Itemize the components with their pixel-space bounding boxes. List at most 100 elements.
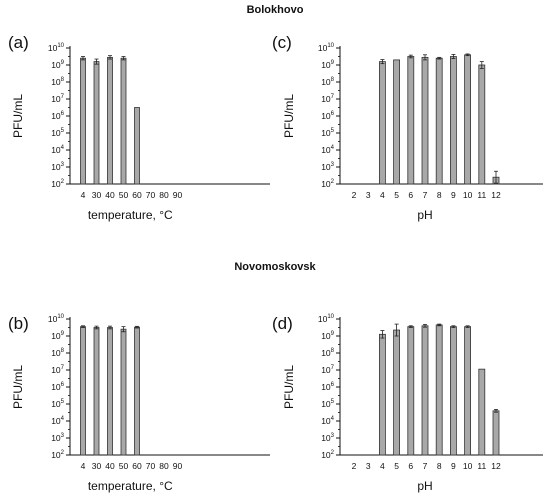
y-tick-label: 102	[51, 450, 64, 460]
y-tick-label: 105	[321, 128, 334, 138]
x-tick-label: 4	[81, 461, 86, 471]
y-tick-label: 105	[51, 128, 64, 138]
y-axis-label: PFU/mL	[11, 365, 25, 409]
bar	[107, 327, 113, 456]
y-tick-label: 105	[51, 399, 64, 409]
y-tick-label: 105	[321, 399, 334, 409]
x-tick-label: 8	[437, 461, 442, 471]
bar	[478, 64, 486, 185]
y-tick-label: 109	[321, 60, 334, 70]
bar	[93, 61, 100, 185]
x-tick-label: 10	[463, 461, 473, 471]
chart-panel-b: (b) 102 103 104 105 106 107 108 109 1010 PFU/mL 4 30…	[8, 314, 270, 493]
x-axis-label: temperature, °C	[88, 479, 173, 493]
bar	[393, 59, 401, 185]
y-tick-label: 104	[321, 416, 334, 426]
bar	[478, 368, 486, 456]
y-tick-label: 109	[321, 331, 334, 341]
x-tick-label: 9	[451, 190, 456, 200]
bar	[80, 326, 86, 456]
bar	[120, 57, 127, 185]
bar	[378, 61, 386, 185]
bar	[393, 329, 401, 456]
y-tick-label: 107	[51, 365, 64, 375]
y-tick-label: 104	[321, 145, 334, 155]
section-title-top: Bolokhovo	[246, 4, 304, 16]
y-tick-label: 108	[51, 348, 64, 358]
y-tick-label: 109	[51, 331, 64, 341]
x-tick-label: 50	[119, 461, 129, 471]
bar	[464, 326, 472, 456]
x-tick-label: 12	[491, 461, 501, 471]
x-tick-label: 6	[408, 190, 413, 200]
y-tick-label: 108	[321, 77, 334, 87]
y-tick-label: 107	[321, 365, 334, 375]
x-tick-label: 9	[451, 461, 456, 471]
x-tick-label: 11	[477, 461, 486, 471]
x-tick-label: 40	[105, 190, 115, 200]
x-tick-label: 7	[423, 190, 428, 200]
bar	[421, 56, 429, 185]
bar	[492, 410, 500, 456]
x-tick-label: 60	[132, 461, 142, 471]
x-axis-label: pH	[417, 479, 432, 493]
x-tick-label: 10	[463, 190, 473, 200]
x-tick-label: 3	[366, 461, 371, 471]
x-tick-label: 4	[81, 190, 86, 200]
x-tick-label: 30	[92, 461, 102, 471]
bar	[435, 57, 443, 185]
bar	[93, 327, 100, 456]
y-axis-label: PFU/mL	[282, 365, 296, 409]
y-tick-label: 102	[321, 179, 334, 189]
bar	[435, 324, 443, 456]
y-tick-label: 103	[321, 162, 334, 172]
y-tick-label: 106	[51, 111, 64, 121]
bar	[134, 326, 140, 456]
bar	[449, 326, 457, 456]
x-tick-label: 5	[394, 461, 399, 471]
y-tick-label: 1010	[318, 314, 335, 324]
x-tick-label: 4	[380, 461, 385, 471]
y-tick-label: 107	[51, 94, 64, 104]
x-tick-label: 60	[132, 190, 142, 200]
bar	[449, 56, 457, 185]
x-tick-label: 12	[491, 190, 501, 200]
x-tick-label: 50	[119, 190, 129, 200]
x-tick-label: 5	[394, 190, 399, 200]
y-tick-label: 108	[321, 348, 334, 358]
y-tick-label: 1010	[48, 314, 65, 324]
x-tick-label: 2	[352, 190, 357, 200]
bar	[378, 333, 386, 456]
panel-label: (a)	[8, 33, 29, 52]
x-tick-label: 2	[352, 461, 357, 471]
x-tick-label: 3	[366, 190, 371, 200]
panel-label: (d)	[272, 314, 293, 333]
x-tick-label: 6	[408, 461, 413, 471]
x-tick-label: 8	[437, 190, 442, 200]
panel-label: (b)	[8, 314, 29, 333]
bar	[120, 328, 127, 456]
y-tick-label: 103	[51, 162, 64, 172]
y-tick-label: 103	[321, 433, 334, 443]
y-tick-label: 1010	[48, 43, 65, 53]
y-tick-label: 109	[51, 60, 64, 70]
y-tick-label: 107	[321, 94, 334, 104]
y-tick-label: 104	[51, 145, 64, 155]
x-tick-label: 30	[92, 190, 102, 200]
y-tick-label: 106	[51, 382, 64, 392]
bar	[134, 107, 140, 185]
y-tick-label: 103	[51, 433, 64, 443]
x-tick-label: 4	[380, 190, 385, 200]
x-tick-label: 70	[146, 461, 156, 471]
y-tick-label: 102	[51, 179, 64, 189]
y-tick-label: 104	[51, 416, 64, 426]
x-axis-label: temperature, °C	[88, 208, 173, 222]
bar	[407, 326, 415, 456]
bar	[407, 56, 415, 185]
y-axis-label: PFU/mL	[11, 94, 25, 138]
y-tick-label: 106	[321, 382, 334, 392]
y-tick-label: 102	[321, 450, 334, 460]
panel-label: (c)	[272, 33, 292, 52]
bar	[80, 57, 86, 185]
